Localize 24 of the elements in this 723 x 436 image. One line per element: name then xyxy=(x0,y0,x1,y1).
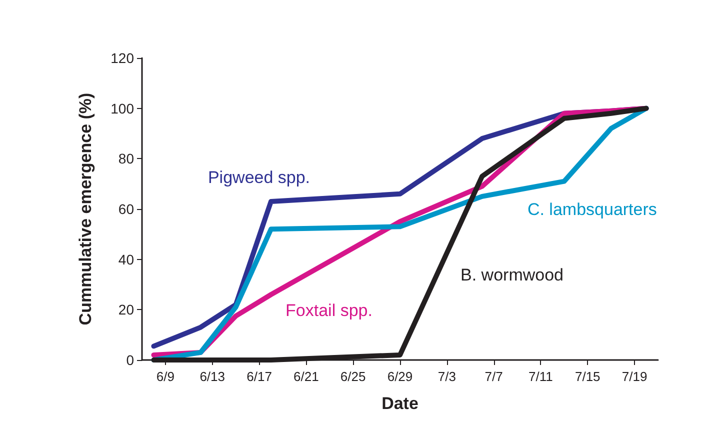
x-tick-label: 7/11 xyxy=(528,369,553,384)
x-tick-label: 7/7 xyxy=(484,369,503,384)
series-label: Foxtail spp. xyxy=(286,301,372,320)
y-tick-label: 60 xyxy=(118,201,134,217)
x-tick-label: 7/3 xyxy=(438,369,456,384)
series-label: C. lambsquarters xyxy=(527,200,657,219)
series-label: B. wormwood xyxy=(460,265,564,284)
x-tick-label: 7/15 xyxy=(574,369,600,384)
x-tick-label: 6/13 xyxy=(200,369,226,384)
x-tick-label: 6/29 xyxy=(387,369,413,384)
y-axis-title: Cummulative emergence (%) xyxy=(76,92,95,326)
x-tick-label: 6/21 xyxy=(294,369,319,384)
y-tick-label: 80 xyxy=(118,150,134,167)
y-tick-label: 100 xyxy=(110,100,134,116)
y-tick-label: 120 xyxy=(110,50,134,66)
y-tick-label: 20 xyxy=(118,302,134,318)
x-tick-label: 6/17 xyxy=(246,369,272,384)
x-tick-label: 6/25 xyxy=(340,369,366,384)
y-tick-label: 0 xyxy=(126,352,134,368)
x-tick-label: 7/19 xyxy=(622,369,648,384)
series-label: Pigweed spp. xyxy=(208,168,310,187)
x-axis-title: Date xyxy=(382,394,418,413)
x-tick-label: 6/9 xyxy=(156,369,174,384)
y-tick-label: 40 xyxy=(118,251,134,268)
